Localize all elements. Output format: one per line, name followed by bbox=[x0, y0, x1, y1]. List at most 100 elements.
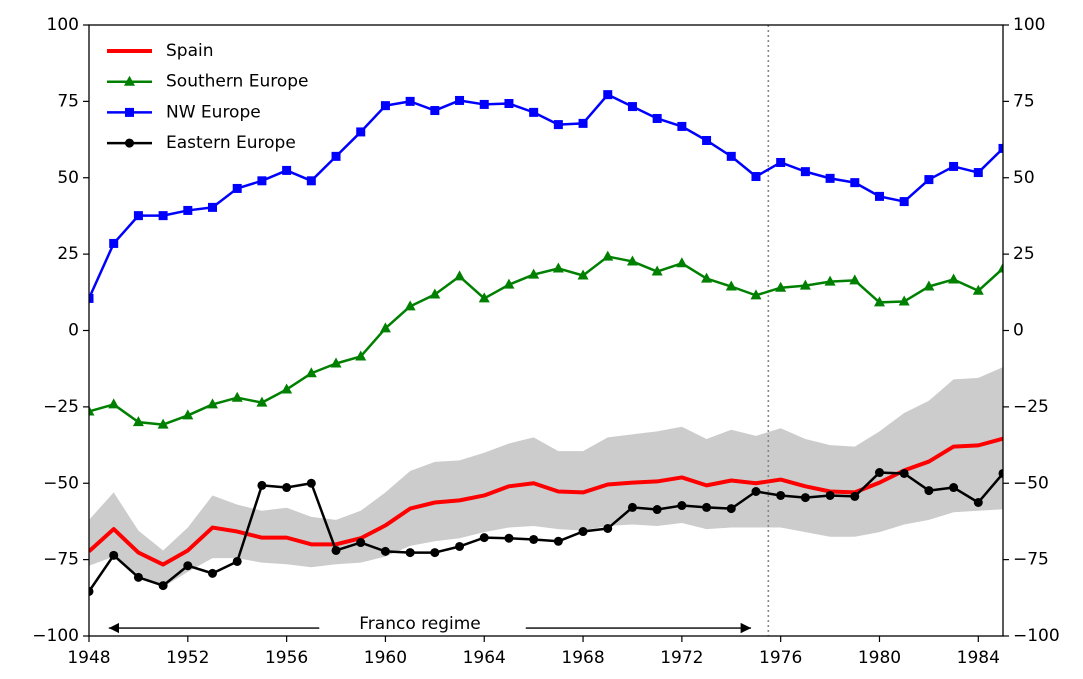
marker bbox=[578, 118, 588, 128]
marker bbox=[158, 581, 168, 591]
marker bbox=[702, 502, 712, 512]
y-tick-label: −100 bbox=[32, 626, 79, 646]
marker bbox=[454, 270, 466, 281]
marker bbox=[651, 265, 663, 276]
marker bbox=[504, 99, 514, 109]
y2-tick-label: 75 bbox=[1013, 91, 1035, 111]
y-tick-label: 0 bbox=[68, 321, 79, 341]
marker bbox=[800, 493, 810, 503]
marker bbox=[133, 572, 143, 582]
marker bbox=[972, 284, 984, 295]
marker bbox=[89, 293, 94, 303]
y-tick-label: −25 bbox=[43, 397, 79, 417]
marker bbox=[380, 546, 390, 556]
marker bbox=[800, 167, 810, 177]
marker bbox=[726, 151, 736, 161]
marker bbox=[949, 161, 959, 171]
legend-marker bbox=[125, 138, 134, 148]
y2-tick-label: 25 bbox=[1013, 244, 1035, 264]
marker bbox=[232, 556, 242, 566]
marker bbox=[356, 538, 366, 548]
marker bbox=[479, 99, 489, 109]
marker bbox=[652, 505, 662, 515]
marker bbox=[702, 135, 712, 145]
legend-label: Southern Europe bbox=[166, 72, 309, 92]
marker bbox=[478, 292, 490, 303]
marker bbox=[529, 107, 539, 117]
y2-tick-label: 50 bbox=[1013, 168, 1035, 188]
marker bbox=[998, 468, 1003, 478]
marker bbox=[430, 548, 440, 558]
marker bbox=[257, 480, 267, 490]
y2-tick-label: 0 bbox=[1013, 321, 1024, 341]
marker bbox=[776, 157, 786, 167]
marker bbox=[799, 279, 811, 290]
y2-tick-label: −75 bbox=[1013, 550, 1049, 570]
legend-label: Eastern Europe bbox=[166, 133, 296, 153]
marker bbox=[404, 300, 416, 311]
y-tick-label: 25 bbox=[57, 244, 79, 264]
legend-label: Spain bbox=[166, 41, 214, 61]
marker bbox=[924, 175, 934, 185]
y-tick-label: −75 bbox=[43, 550, 79, 570]
marker bbox=[281, 383, 293, 394]
annotation-text: Franco regime bbox=[359, 614, 480, 634]
marker bbox=[998, 143, 1003, 153]
marker bbox=[108, 398, 120, 409]
marker bbox=[282, 165, 292, 175]
marker bbox=[973, 497, 983, 507]
marker bbox=[751, 172, 761, 182]
marker bbox=[603, 90, 613, 100]
marker bbox=[183, 561, 193, 571]
marker bbox=[973, 168, 983, 178]
marker bbox=[331, 151, 341, 161]
marker bbox=[455, 95, 465, 105]
marker bbox=[948, 273, 960, 284]
x-tick-label: 1956 bbox=[265, 648, 308, 668]
marker bbox=[455, 541, 465, 551]
marker bbox=[330, 357, 342, 368]
x-tick-label: 1984 bbox=[957, 648, 1000, 668]
marker bbox=[825, 490, 835, 500]
marker bbox=[553, 120, 563, 130]
marker bbox=[183, 205, 193, 215]
marker bbox=[627, 102, 637, 112]
marker bbox=[652, 113, 662, 123]
marker bbox=[824, 275, 836, 286]
y-tick-label: 50 bbox=[57, 168, 79, 188]
marker bbox=[626, 255, 638, 266]
marker bbox=[775, 281, 787, 292]
legend-marker bbox=[124, 75, 135, 86]
marker bbox=[825, 173, 835, 183]
marker bbox=[182, 409, 194, 420]
marker bbox=[899, 468, 909, 478]
marker bbox=[207, 398, 219, 409]
series-line bbox=[89, 436, 1003, 567]
marker bbox=[430, 106, 440, 116]
marker bbox=[577, 269, 589, 280]
marker bbox=[89, 586, 94, 596]
marker bbox=[924, 486, 934, 496]
uncertainty-band bbox=[89, 367, 1003, 588]
marker bbox=[257, 176, 267, 186]
y2-tick-label: −25 bbox=[1013, 397, 1049, 417]
marker bbox=[603, 523, 613, 533]
x-tick-label: 1964 bbox=[463, 648, 506, 668]
x-tick-label: 1948 bbox=[67, 648, 110, 668]
marker bbox=[850, 178, 860, 188]
marker bbox=[552, 262, 564, 273]
x-tick-label: 1968 bbox=[561, 648, 604, 668]
marker bbox=[356, 127, 366, 137]
marker bbox=[898, 295, 910, 306]
y2-tick-label: 100 bbox=[1013, 15, 1045, 35]
plot bbox=[89, 25, 1003, 636]
marker bbox=[504, 533, 514, 543]
legend-label: NW Europe bbox=[166, 102, 261, 122]
series-line bbox=[89, 255, 1003, 426]
marker bbox=[899, 197, 909, 207]
marker bbox=[750, 289, 762, 300]
marker bbox=[850, 491, 860, 501]
marker bbox=[751, 486, 761, 496]
marker bbox=[133, 211, 143, 221]
